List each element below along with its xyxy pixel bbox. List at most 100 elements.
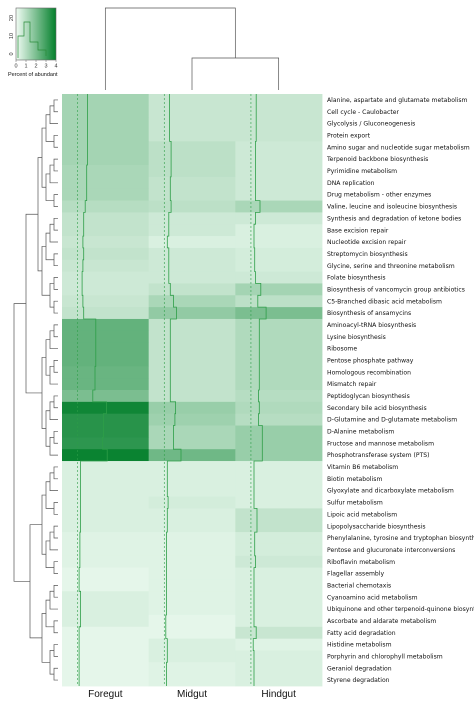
heatmap-cell [148,378,236,391]
heatmap-cell [62,532,150,545]
row-label: Porphyrin and chlorophyll metabolism [327,654,443,661]
row-label: Streptomycin biosynthesis [327,251,408,258]
heatmap-cell [235,603,323,616]
heatmap-cell [62,141,150,154]
row-label: Protein export [327,133,371,140]
heatmap-cell [235,461,323,474]
heatmap-cell [235,212,323,225]
heatmap-cell [62,129,150,142]
color-key-hist-tick: 0 [9,52,15,55]
heatmap-cell [62,674,150,687]
dendrogram-branch [41,494,46,555]
heatmap-cell [235,401,323,415]
heatmap-cell [62,425,150,438]
heatmap-cell [62,496,150,509]
heatmap-cell [235,236,323,249]
heatmap-cell [235,638,323,651]
heatmap-cell [148,603,236,616]
dendrogram-branch [29,524,42,639]
row-label: Secondary bile acid biosynthesis [327,405,427,412]
heatmap-cell [62,271,150,284]
heatmap-cell [235,117,323,130]
heatmap-cell [148,141,236,154]
heatmap-cell [148,626,236,640]
heatmap-cell [235,271,323,284]
color-key-hist-tick: 20 [9,15,15,21]
heatmap-cell [235,508,323,521]
heatmap-cell [235,413,323,426]
heatmap-cell [62,366,150,379]
row-label: Phosphotransferase system (PTS) [327,452,430,459]
heatmap-cell [148,129,236,142]
heatmap-cell [148,520,236,533]
heatmap-cell [62,614,150,628]
heatmap-cell [148,484,236,497]
heatmap-cell [62,543,150,557]
heatmap-cell [62,188,150,201]
heatmap-cell [235,650,323,663]
row-label: Glycine, serine and threonine metabolism [327,263,455,270]
row-label: Synthesis and degradation of ketone bodi… [327,215,461,222]
row-label: Folate biosynthesis [327,275,386,282]
heatmap-cell [62,342,150,355]
heatmap-cell [62,165,150,178]
dendrogram-branch [53,466,58,480]
heatmap-cell [235,318,323,332]
heatmap-cell [62,461,150,474]
heatmap-cell [235,472,323,486]
row-label: Pyrimidine metabolism [327,168,397,175]
heatmap-cell [235,247,323,261]
color-key-tick-label: 1 [24,64,27,70]
heatmap-cell [62,579,150,592]
heatmap-cell [235,105,323,119]
heatmap-cell [235,520,323,533]
heatmap-cell [148,555,236,568]
heatmap-cell [148,212,236,225]
dendrogram-branch [53,300,58,314]
dendrogram-branch [41,357,46,429]
heatmap-cell [62,484,150,497]
heatmap-cell [62,94,150,107]
heatmap-cell [235,224,323,237]
heatmap-cell [62,626,150,640]
heatmap-cell [148,425,236,438]
dendrogram-branch [104,7,236,90]
heatmap-cell [148,579,236,592]
row-label: Styrene degradation [327,677,390,684]
heatmap-cell [235,366,323,379]
heatmap-cell [235,662,323,675]
row-label: Vitamin B6 metabolism [327,464,398,471]
heatmap-cell [148,188,236,201]
heatmap-cell [235,165,323,178]
heatmap-cell [62,401,150,415]
dendrogram-branch [49,283,54,308]
heatmap-cell [62,413,150,426]
heatmap-cell [62,555,150,568]
row-label: Peptidoglycan biosynthesis [327,393,410,400]
row-label: D-Alanine metabolism [327,429,394,436]
row-label: Lipopolysaccharide biosynthesis [327,523,426,530]
heatmap-cell [148,94,236,107]
heatmap-cell [235,295,323,308]
dendrogram-branch [53,667,58,681]
dendrogram-branch [53,217,58,231]
heatmap-cell [62,520,150,533]
column-label: Foregut [88,689,123,700]
dendrogram-branch [53,360,58,373]
heatmap-cell [148,295,236,308]
heatmap-cell [62,200,150,213]
dendrogram-branch [53,561,58,574]
heatmap-cell [62,330,150,344]
row-label: Fructose and mannose metabolism [327,440,434,447]
color-key-tick-label: 3 [44,64,47,70]
heatmap-cell [62,650,150,663]
heatmap-cell [235,283,323,296]
heatmap-cell [148,236,236,249]
trace-lines [77,94,267,686]
heatmap-cell [148,401,236,415]
dendrogram-branch [37,157,42,272]
row-label: Pentose and glucuronate interconversions [327,547,455,554]
heatmap-cell [148,330,236,344]
heatmap-cell [235,176,323,190]
